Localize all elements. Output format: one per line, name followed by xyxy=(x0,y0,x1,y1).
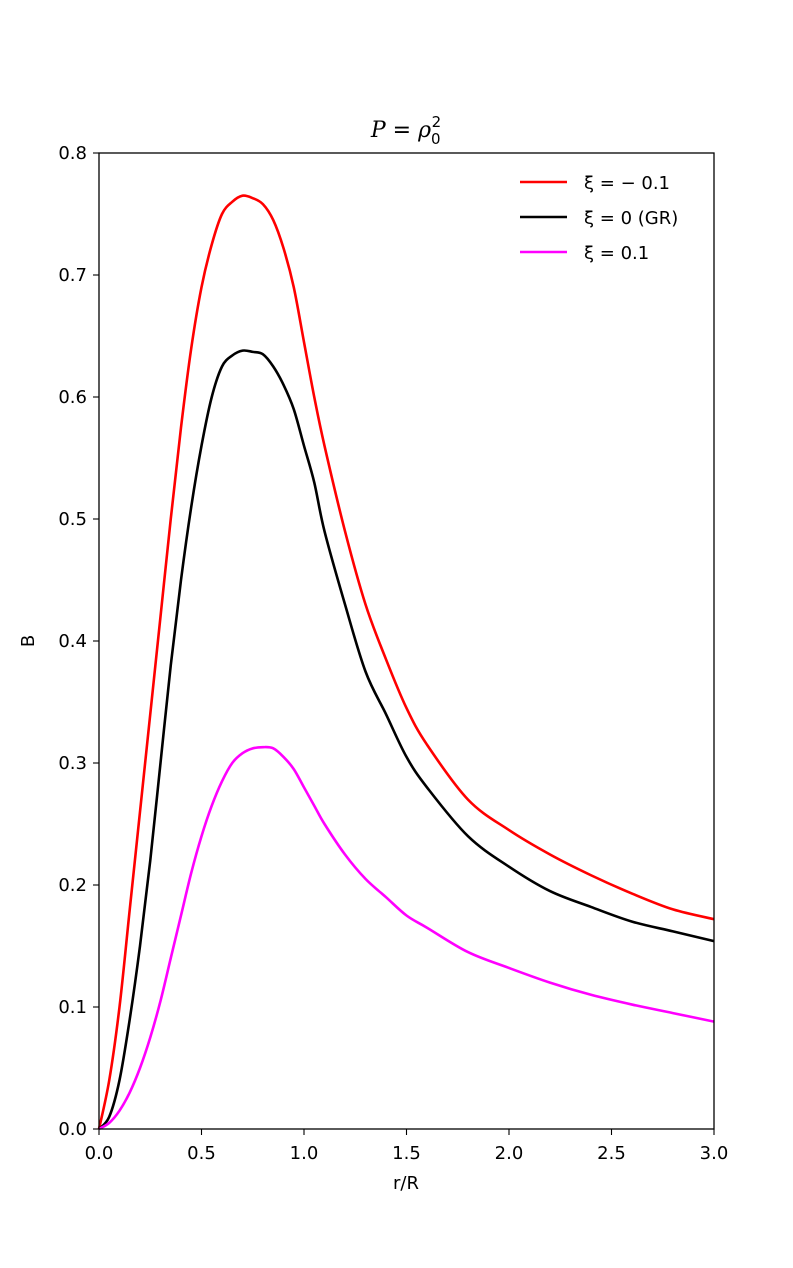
y-tick-label: 0.8 xyxy=(58,143,87,164)
title-superscript: 2 xyxy=(432,113,442,131)
legend-label: ξ = 0 (GR) xyxy=(584,208,678,229)
y-tick-label: 0.3 xyxy=(58,753,87,774)
x-tick-label: 1.0 xyxy=(290,1143,319,1164)
title-subscript: 0 xyxy=(431,130,441,148)
legend-label: ξ = 0.1 xyxy=(584,243,649,264)
x-tick-label: 3.0 xyxy=(700,1143,729,1164)
x-tick-label: 2.5 xyxy=(597,1143,626,1164)
legend: ξ = − 0.1 ξ = 0 (GR) ξ = 0.1 xyxy=(520,173,678,264)
y-tick-label: 0.5 xyxy=(58,509,87,530)
y-tick-label: 0.7 xyxy=(58,265,87,286)
title-equals: = xyxy=(386,118,418,143)
y-tick-label: 0.2 xyxy=(58,875,87,896)
y-tick-label: 0.4 xyxy=(58,631,87,652)
title-rho: ρ xyxy=(417,118,431,143)
series-line-xi-neg-0-1 xyxy=(97,194,715,1130)
legend-entry-xi-0-gr: ξ = 0 (GR) xyxy=(520,208,678,229)
y-tick-label: 0.6 xyxy=(58,387,87,408)
x-axis-ticks: 0.0 0.5 1.0 1.5 2.0 2.5 3.0 xyxy=(85,1129,729,1164)
series-line-xi-0-gr xyxy=(98,349,715,1130)
legend-label: ξ = − 0.1 xyxy=(584,173,670,194)
y-axis-label: B xyxy=(18,635,39,647)
y-axis-ticks: 0.0 0.1 0.2 0.3 0.4 0.5 0.6 0.7 0.8 xyxy=(58,143,99,1140)
y-tick-label: 0.1 xyxy=(58,997,87,1018)
y-tick-label: 0.0 xyxy=(58,1119,87,1140)
x-tick-label: 1.5 xyxy=(392,1143,421,1164)
x-tick-label: 0.5 xyxy=(187,1143,216,1164)
x-axis-label: r/R xyxy=(393,1173,419,1194)
x-tick-label: 0.0 xyxy=(85,1143,114,1164)
legend-entry-xi-neg-0-1: ξ = − 0.1 xyxy=(520,173,670,194)
legend-entry-xi-0-1: ξ = 0.1 xyxy=(520,243,649,264)
series-group xyxy=(97,194,715,1131)
title-variable: P xyxy=(370,118,387,143)
chart-title: P = ρ02 xyxy=(370,113,441,148)
x-tick-label: 2.0 xyxy=(495,1143,524,1164)
series-line-xi-0-1 xyxy=(98,745,715,1131)
plot-area xyxy=(97,194,715,1131)
